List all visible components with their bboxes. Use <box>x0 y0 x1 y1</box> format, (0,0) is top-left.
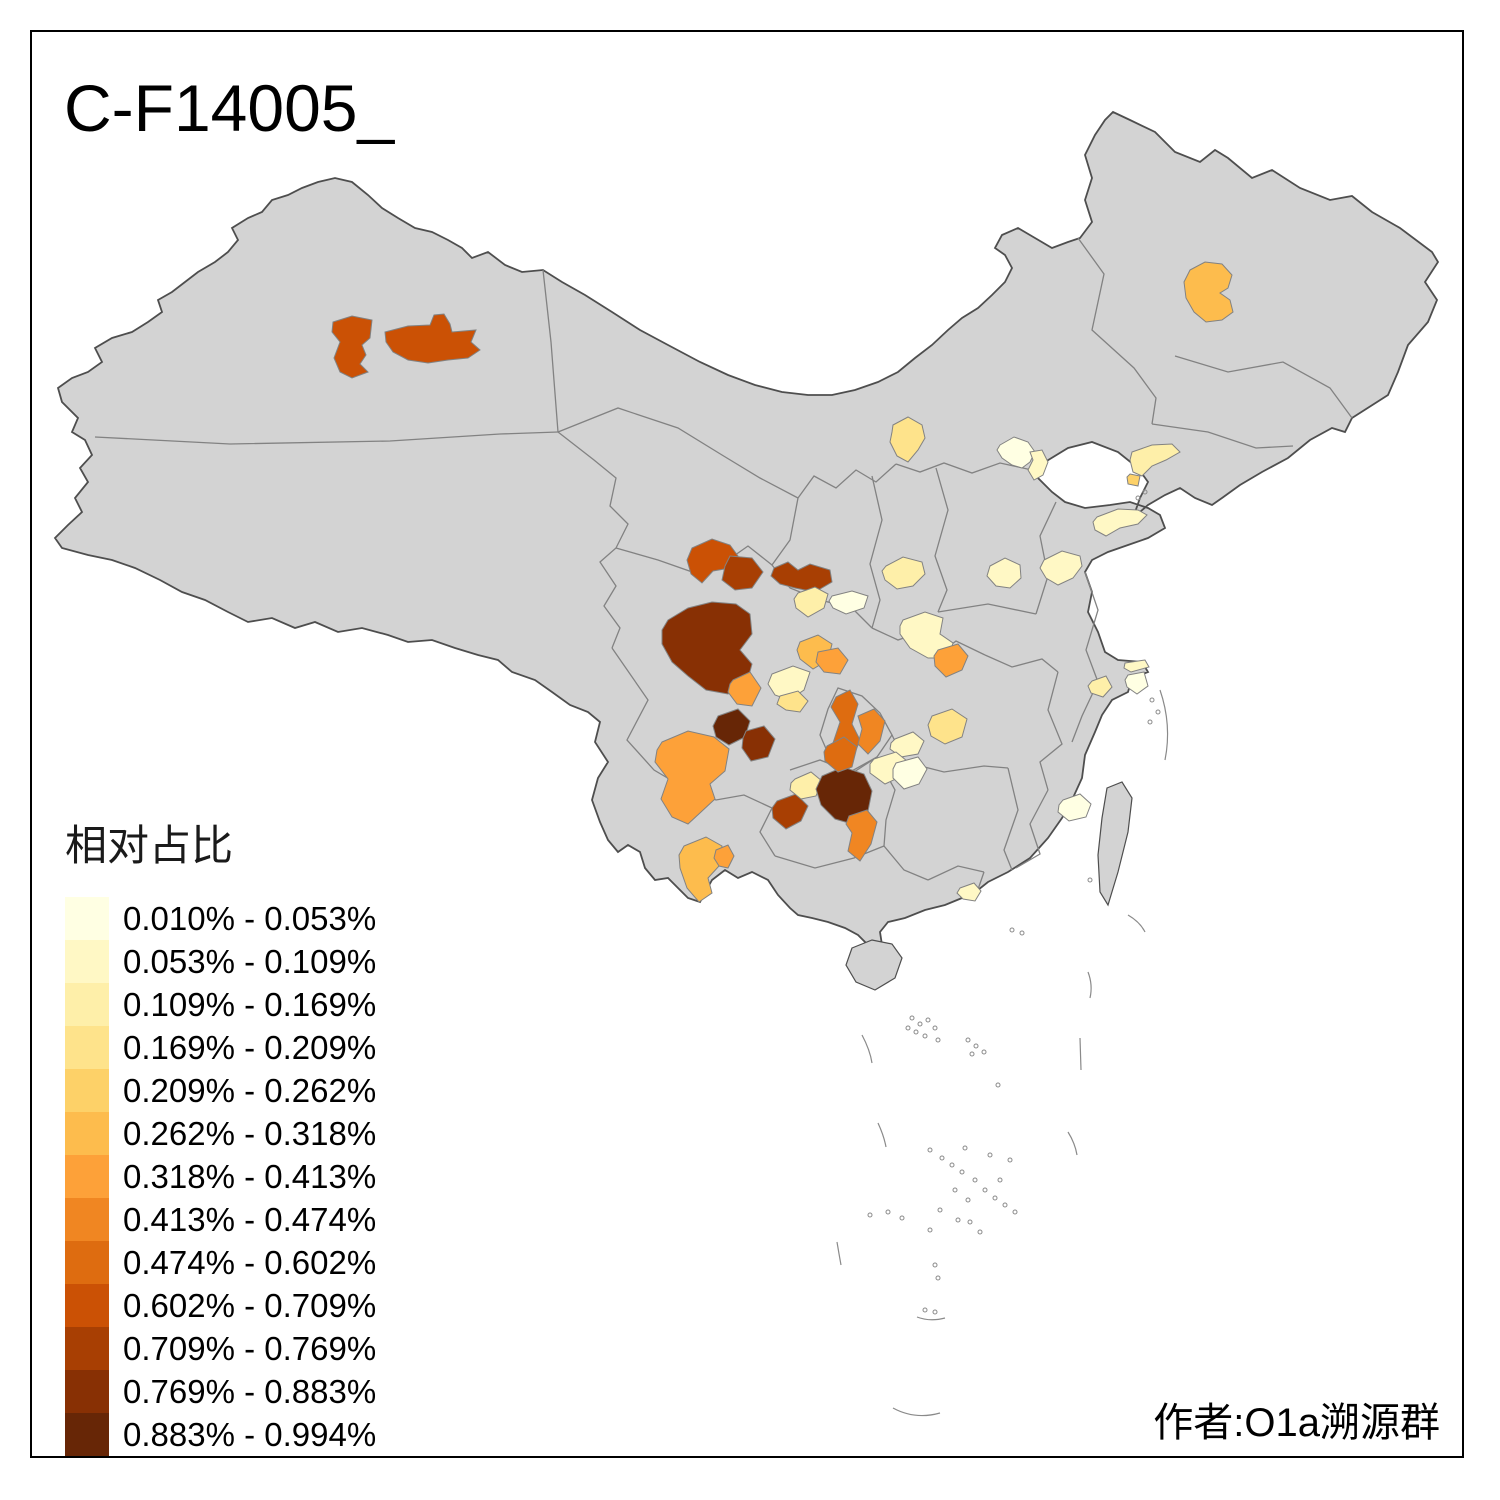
region-neimenggu-baotou <box>889 416 926 463</box>
legend-swatch <box>65 1198 109 1241</box>
legend-row: 0.109% - 0.169% <box>65 983 376 1026</box>
region-sichuan-bazhong <box>815 647 849 675</box>
legend-label: 0.474% - 0.602% <box>123 1243 377 1281</box>
region-sichuan-neijiang <box>776 690 809 713</box>
legend-swatch <box>65 983 109 1026</box>
legend: 相对占比 0.010% - 0.053% 0.053% - 0.109% 0.109… <box>65 812 376 1456</box>
region-shanxi-changzhi <box>881 556 926 590</box>
legend-label: 0.169% - 0.209% <box>123 1028 377 1066</box>
region-yunnan-kunming <box>678 836 723 903</box>
region-shaanxi-xian <box>828 590 869 615</box>
region-henan-puyang <box>986 557 1022 589</box>
sea-island-dots <box>867 489 1161 1315</box>
legend-label: 0.109% - 0.169% <box>123 985 377 1023</box>
sea-arc-marks <box>836 689 1169 1417</box>
region-fujian-fuzhou <box>1057 793 1092 822</box>
region-hubei-xiangyang <box>927 708 968 745</box>
region-sichuan-yibin <box>741 725 776 762</box>
region-yunnan-qujing <box>713 844 735 869</box>
region-guizhou-qiandongnan <box>845 809 878 862</box>
choropleth-regions <box>331 261 1234 903</box>
legend-swatch <box>65 1413 109 1456</box>
legend-label: 0.318% - 0.413% <box>123 1157 377 1195</box>
legend-label: 0.053% - 0.109% <box>123 942 377 980</box>
region-guangdong-jiangmen <box>956 882 982 902</box>
region-shanghai-n <box>1123 659 1150 673</box>
legend-label: 0.209% - 0.262% <box>123 1071 377 1109</box>
legend-label: 0.262% - 0.318% <box>123 1114 377 1152</box>
region-heilongjiang-suihua <box>1183 261 1234 323</box>
plot-border <box>30 30 1464 1458</box>
region-guizhou-anshun <box>789 771 823 800</box>
legend-swatch <box>65 1370 109 1413</box>
legend-swatch <box>65 940 109 983</box>
legend-row: 0.769% - 0.883% <box>65 1370 376 1413</box>
region-shandong-penglai <box>1092 508 1148 537</box>
legend-title: 相对占比 <box>65 822 234 869</box>
legend-label: 0.709% - 0.769% <box>123 1329 377 1367</box>
region-shanghai <box>1124 671 1149 695</box>
legend-row: 0.883% - 0.994% <box>65 1413 376 1456</box>
author-credit: 作者:O1a溯源群 <box>1153 1401 1440 1445</box>
region-liaoning-dalian <box>1129 443 1181 477</box>
legend-label: 0.769% - 0.883% <box>123 1372 377 1410</box>
legend-row: 0.474% - 0.602% <box>65 1241 376 1284</box>
region-chongqing-e <box>857 708 886 755</box>
region-gansu-tianshui <box>770 561 833 593</box>
region-shandong-weifang <box>1039 550 1083 586</box>
region-sichuan-mianyang <box>727 671 762 707</box>
legend-row: 0.602% - 0.709% <box>65 1284 376 1327</box>
region-sichuan-leshan <box>712 708 751 746</box>
legend-swatch <box>65 1241 109 1284</box>
legend-row: 0.413% - 0.474% <box>65 1198 376 1241</box>
legend-rows: 0.010% - 0.053% 0.053% - 0.109% 0.109% - 0… <box>65 897 376 1456</box>
legend-row: 0.709% - 0.769% <box>65 1327 376 1370</box>
region-beijing-east <box>1027 449 1049 481</box>
region-guizhou-tongren <box>823 736 858 773</box>
legend-row: 0.318% - 0.413% <box>65 1155 376 1198</box>
region-shaanxi-baoji <box>793 586 829 618</box>
hainan-island <box>845 939 903 991</box>
region-beijing <box>996 436 1036 469</box>
region-xinjiang-tacheng-w <box>331 315 373 379</box>
taiwan-island <box>1097 781 1133 907</box>
region-gansu-gannan-e <box>721 555 764 591</box>
region-hunan-xiangxi <box>892 756 928 790</box>
legend-swatch <box>65 897 109 940</box>
region-jiangsu-changzhou <box>1087 675 1113 698</box>
legend-swatch <box>65 1155 109 1198</box>
legend-swatch <box>65 1112 109 1155</box>
legend-label: 0.413% - 0.474% <box>123 1200 377 1238</box>
page-title: C-F14005_ <box>64 71 395 145</box>
legend-label: 0.010% - 0.053% <box>123 899 377 937</box>
region-sichuan-liangshan <box>654 730 730 825</box>
region-henan-nanyang <box>933 643 969 678</box>
legend-row: 0.209% - 0.262% <box>65 1069 376 1112</box>
china-mainland <box>53 110 1440 954</box>
legend-swatch <box>65 1069 109 1112</box>
legend-row: 0.262% - 0.318% <box>65 1112 376 1155</box>
legend-swatch <box>65 1284 109 1327</box>
region-gansu-gannan-w <box>686 538 739 584</box>
legend-label: 0.602% - 0.709% <box>123 1286 377 1324</box>
legend-swatch <box>65 1026 109 1069</box>
legend-label: 0.883% - 0.994% <box>123 1415 377 1453</box>
legend-row: 0.169% - 0.209% <box>65 1026 376 1069</box>
legend-swatch <box>65 1327 109 1370</box>
region-dalian-spot <box>1126 473 1141 487</box>
region-hubei-jingmen <box>889 731 925 758</box>
region-xinjiang-tacheng-e <box>384 313 481 364</box>
legend-row: 0.010% - 0.053% <box>65 897 376 940</box>
islands <box>845 781 1133 991</box>
legend-row: 0.053% - 0.109% <box>65 940 376 983</box>
